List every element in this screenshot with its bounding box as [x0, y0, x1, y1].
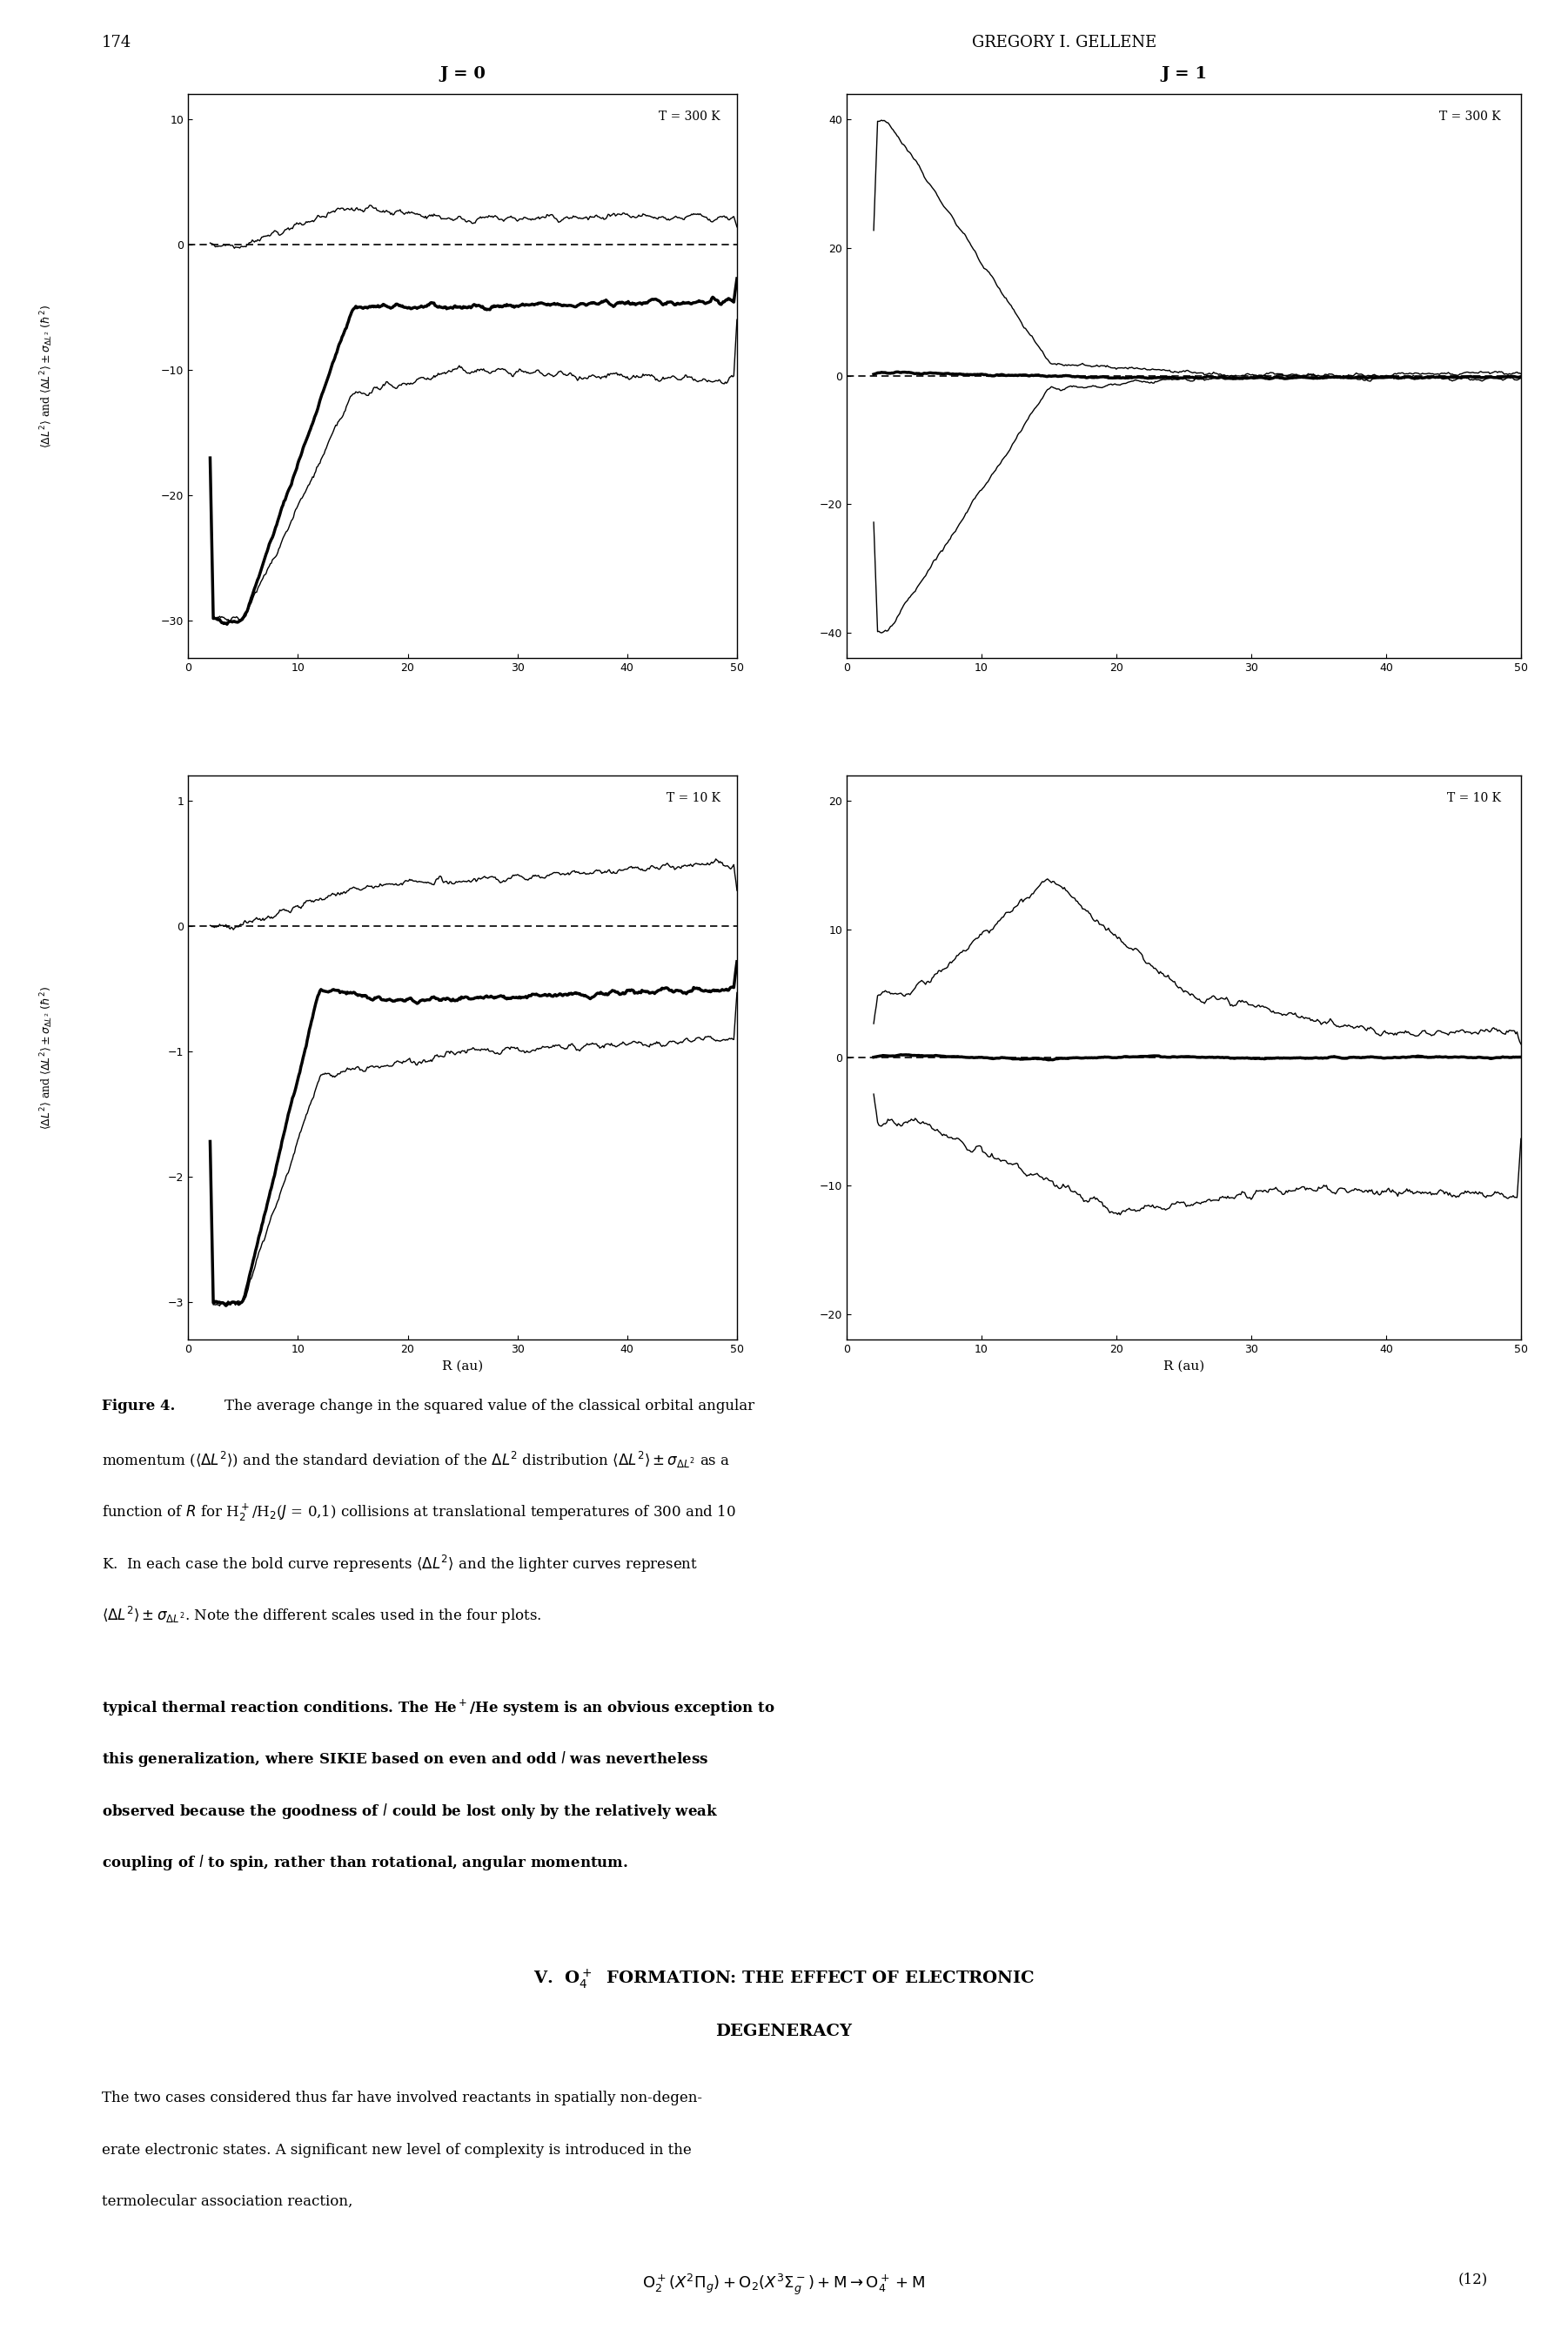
Text: function of $R$ for H$_2^+$/H$_2$($J$ = 0,1) collisions at translational tempera: function of $R$ for H$_2^+$/H$_2$($J$ = … [102, 1502, 735, 1523]
X-axis label: R (au): R (au) [1163, 1361, 1204, 1372]
Text: 174: 174 [102, 35, 132, 52]
Text: V.  O$_4^+$  FORMATION: THE EFFECT OF ELECTRONIC: V. O$_4^+$ FORMATION: THE EFFECT OF ELEC… [533, 1967, 1035, 1990]
Text: T = 10 K: T = 10 K [1447, 792, 1501, 804]
Text: typical thermal reaction conditions. The He$^+$/He system is an obvious exceptio: typical thermal reaction conditions. The… [102, 1699, 775, 1718]
X-axis label: R (au): R (au) [442, 1361, 483, 1372]
Text: T = 10 K: T = 10 K [666, 792, 720, 804]
Text: $\langle\Delta L^2\rangle$ and $\langle\Delta L^2\rangle\pm\sigma_{\Delta L^2}\ : $\langle\Delta L^2\rangle$ and $\langle\… [39, 303, 55, 449]
Text: The average change in the squared value of the classical orbital angular: The average change in the squared value … [224, 1398, 754, 1412]
Text: momentum ($\langle\Delta L^2\rangle$) and the standard deviation of the $\Delta : momentum ($\langle\Delta L^2\rangle$) an… [102, 1450, 731, 1471]
Text: K.  In each case the bold curve represents $\langle\Delta L^2\rangle$ and the li: K. In each case the bold curve represent… [102, 1553, 698, 1574]
Text: $\langle\Delta L^2\rangle$ and $\langle\Delta L^2\rangle\pm\sigma_{\Delta L^2}\ : $\langle\Delta L^2\rangle$ and $\langle\… [39, 985, 55, 1130]
Text: The two cases considered thus far have involved reactants in spatially non-degen: The two cases considered thus far have i… [102, 2092, 702, 2106]
Text: Figure 4.: Figure 4. [102, 1398, 176, 1412]
Text: erate electronic states. A significant new level of complexity is introduced in : erate electronic states. A significant n… [102, 2143, 691, 2157]
Text: termolecular association reaction,: termolecular association reaction, [102, 2195, 353, 2209]
Text: T = 300 K: T = 300 K [1439, 110, 1501, 122]
Text: GREGORY I. GELLENE: GREGORY I. GELLENE [972, 35, 1157, 52]
Text: J = 0: J = 0 [439, 66, 486, 82]
Text: $\mathrm{O_2^+(}X^2\Pi_g\mathrm{) + O_2(}X^3\Sigma_g^-\mathrm{) + M \rightarrow : $\mathrm{O_2^+(}X^2\Pi_g\mathrm{) + O_2(… [643, 2272, 925, 2296]
Text: $\langle\Delta L^2\rangle \pm \sigma_{\Delta L^2}$. Note the different scales us: $\langle\Delta L^2\rangle \pm \sigma_{\D… [102, 1605, 543, 1626]
Text: (12): (12) [1458, 2272, 1488, 2287]
Text: DEGENERACY: DEGENERACY [715, 2023, 853, 2040]
Text: observed because the goodness of $l$ could be lost only by the relatively weak: observed because the goodness of $l$ cou… [102, 1802, 718, 1821]
Text: this generalization, where SIKIE based on even and odd $l$ was nevertheless: this generalization, where SIKIE based o… [102, 1751, 709, 1770]
Text: coupling of $l$ to spin, rather than rotational, angular momentum.: coupling of $l$ to spin, rather than rot… [102, 1854, 629, 1873]
Text: J = 1: J = 1 [1160, 66, 1207, 82]
Text: T = 300 K: T = 300 K [659, 110, 720, 122]
